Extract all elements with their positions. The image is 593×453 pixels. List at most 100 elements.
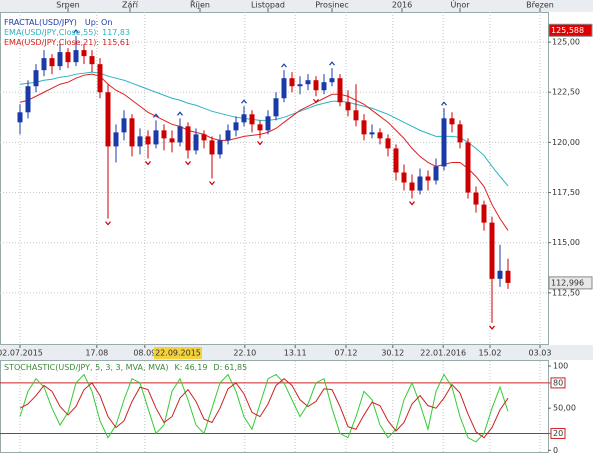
stochastic-line — [19, 378, 509, 439]
y-tick-label: 0 — [553, 446, 558, 453]
candle-body — [273, 98, 279, 117]
candle-body — [441, 118, 447, 167]
y-tick-label: 122,50 — [552, 88, 580, 97]
x-tick-label: 07.12 — [335, 349, 358, 358]
candle-body — [161, 130, 167, 139]
candle-body — [225, 130, 231, 141]
legend-value: 61,85 — [224, 363, 247, 372]
candle-body — [393, 148, 399, 173]
price-label: 112,996 — [551, 278, 584, 287]
fractal-up — [281, 63, 287, 68]
x2-tick-label: Prosinec — [315, 1, 348, 10]
fractal-up — [177, 111, 183, 116]
candle-body — [49, 58, 55, 67]
x-tick-label: 22.10 — [233, 349, 256, 358]
candle-body — [257, 124, 263, 131]
legend-name: K: — [175, 363, 183, 372]
candle-body — [329, 78, 335, 83]
legend-fractal: FRACTAL(USD/JPY) Up: On — [4, 18, 112, 27]
candle-body — [65, 52, 71, 63]
y-tick-label: 100 — [553, 362, 568, 371]
candle-body — [185, 126, 191, 151]
candle-body — [321, 82, 327, 91]
candle-body — [385, 138, 391, 149]
candle-body — [433, 166, 439, 181]
candle-body — [73, 50, 79, 63]
fractal-down — [105, 221, 111, 226]
fractal-up — [441, 101, 447, 106]
y-tick-label: 112,50 — [552, 288, 580, 297]
fractal-up — [241, 99, 247, 104]
x2-tick-label: Říjen — [190, 0, 210, 10]
candle-body — [505, 270, 511, 283]
candle-body — [465, 142, 471, 193]
x2-tick-label: Březen — [526, 1, 554, 10]
candle-body — [377, 132, 383, 139]
month-bar — [0, 0, 593, 12]
x-tick-label: 17.08 — [85, 349, 108, 358]
y-tick-label: 80 — [553, 378, 563, 387]
price-label-box — [548, 276, 593, 290]
x2-tick-label: Srpen — [56, 1, 79, 10]
fractal-down — [409, 201, 415, 206]
candle-body — [33, 70, 39, 87]
candle-body — [113, 132, 119, 147]
legend-fractal-name: FRACTAL(USD/JPY) — [4, 18, 77, 27]
cursor-label: 22.09.2015 — [155, 349, 201, 358]
fractal-down — [185, 161, 191, 166]
candle-body — [153, 130, 159, 145]
price-label-box — [548, 23, 593, 37]
candle-body — [81, 50, 87, 57]
fractal-down — [209, 181, 215, 186]
candle-body — [265, 116, 271, 131]
level-label-box — [550, 377, 566, 389]
candle-body — [89, 56, 95, 65]
level-label-box — [550, 427, 566, 439]
y-tick-label: 117,50 — [552, 188, 580, 197]
candle-body — [25, 86, 31, 113]
candle-body — [233, 122, 239, 131]
legend-value: 117,83 — [102, 28, 130, 37]
stochastic-line — [19, 373, 509, 443]
legend-name: EMA(USD/JPY,Close,55): — [4, 28, 99, 37]
price-label: 125,588 — [551, 26, 584, 35]
candle-body — [97, 64, 103, 93]
candle-body — [193, 134, 199, 151]
y-tick-label: 120,00 — [552, 138, 580, 147]
x2-tick-label: Září — [122, 1, 139, 10]
fractal-down — [145, 161, 151, 166]
fractal-down — [313, 98, 319, 104]
candle-body — [353, 110, 359, 121]
fractal-up — [73, 29, 79, 34]
candle-body — [217, 140, 223, 155]
candle-body — [497, 270, 503, 279]
x-tick-label: 08.09 — [133, 349, 156, 358]
candle-body — [409, 182, 415, 191]
y-tick-label: 125,00 — [552, 38, 580, 47]
y-tick-label: 20 — [553, 429, 563, 438]
candle-body — [401, 172, 407, 183]
indicator-legend: STOCHASTIC(USD/JPY, 5, 3, 3, MVA, MVA) K:… — [4, 363, 247, 372]
candle-body — [41, 58, 47, 71]
candle-body — [169, 138, 175, 143]
x2-tick-label: Únor — [450, 0, 470, 10]
legend-name: D: — [213, 363, 222, 372]
date-bar — [0, 345, 593, 360]
legend-entry: EMA(USD/JPY,Close,21): 115,61 — [4, 38, 130, 47]
candle-body — [457, 124, 463, 143]
fractal-down — [489, 325, 495, 330]
stochastic-panel — [0, 360, 549, 453]
x2-tick-label: Listopad — [251, 1, 285, 10]
candle-body — [425, 176, 431, 181]
candle-body — [449, 118, 455, 125]
fractal-up — [153, 113, 159, 118]
candle-body — [105, 92, 111, 147]
y-tick-label: 115,00 — [552, 238, 580, 247]
fractal-up — [329, 61, 335, 66]
candle-body — [417, 176, 423, 191]
indicator-title: STOCHASTIC(USD/JPY, 5, 3, 3, MVA, MVA) — [4, 363, 169, 372]
candle-body — [121, 118, 127, 133]
candle-body — [177, 126, 183, 143]
legend-name: EMA(USD/JPY,Close,21): — [4, 38, 99, 47]
